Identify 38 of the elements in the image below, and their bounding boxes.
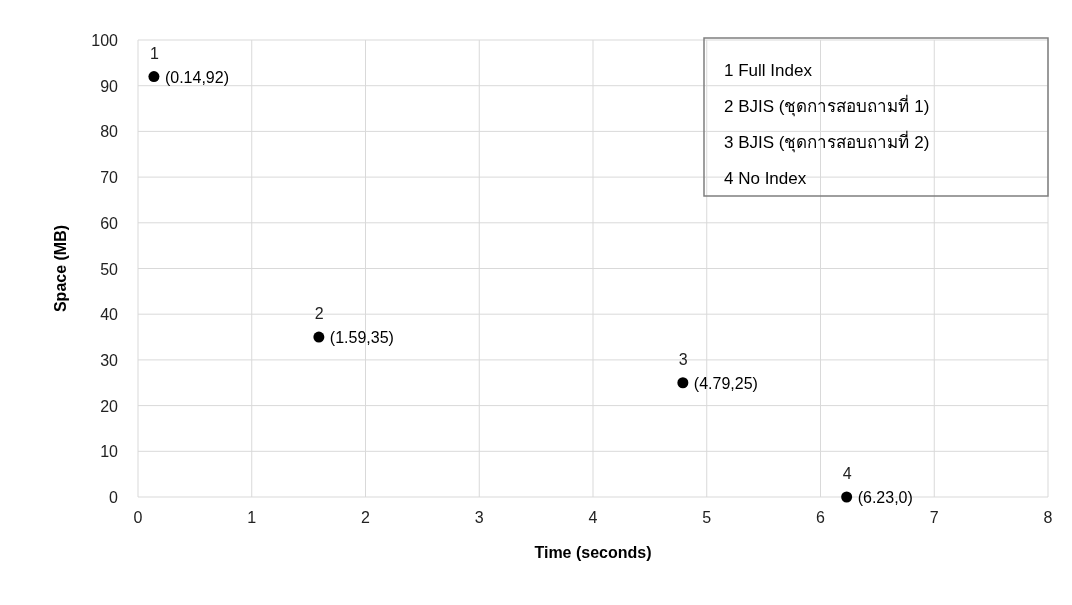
- annotation: 4 No Index: [724, 169, 807, 188]
- y-tick-label: 80: [100, 123, 119, 141]
- y-tick-label: 10: [100, 443, 119, 461]
- x-tick-label: 7: [929, 509, 939, 526]
- annotation: 1: [149, 44, 159, 62]
- annotation: 2 BJIS (ชุดการสอบถามที่ 1): [724, 94, 930, 117]
- x-tick-label: 1: [247, 509, 257, 526]
- point: [677, 377, 689, 389]
- x-tick-label: 0: [133, 509, 143, 526]
- x-tick-label: 8: [1043, 509, 1053, 526]
- annotation: 4: [842, 465, 852, 482]
- y-axis-title: Space (MB): [52, 224, 69, 313]
- y-tick-label: 50: [100, 260, 119, 278]
- y-tick-label: 70: [100, 169, 119, 187]
- y-tick-label: 20: [100, 397, 119, 415]
- data-label: (6.23,0): [857, 489, 913, 506]
- annotation: 3 BJIS (ชุดการสอบถามที่ 2): [724, 130, 930, 153]
- y-tick-label: 100: [91, 32, 119, 49]
- y-tick-label: 60: [100, 214, 119, 232]
- point: [313, 331, 325, 343]
- data-label: (1.59,35): [329, 329, 394, 347]
- x-tick-label: 2: [361, 509, 371, 526]
- y-tick-label: 0: [109, 489, 119, 506]
- y-tick-label: 30: [100, 351, 119, 369]
- data-label: (0.14,92): [164, 68, 229, 86]
- x-tick-label: 4: [588, 509, 598, 526]
- x-tick-label: 5: [702, 509, 712, 526]
- annotation: 3: [678, 350, 688, 368]
- annotation: 2: [314, 305, 324, 323]
- point: [148, 71, 160, 83]
- x-tick-label: 3: [474, 509, 484, 526]
- y-tick-label: 40: [100, 306, 119, 324]
- annotation: 1 Full Index: [724, 61, 813, 80]
- point: [841, 491, 853, 503]
- x-axis-title: Time (seconds): [534, 544, 652, 561]
- y-tick-label: 90: [100, 77, 119, 95]
- data-label: (4.79,25): [693, 374, 758, 392]
- x-tick-label: 6: [816, 509, 826, 526]
